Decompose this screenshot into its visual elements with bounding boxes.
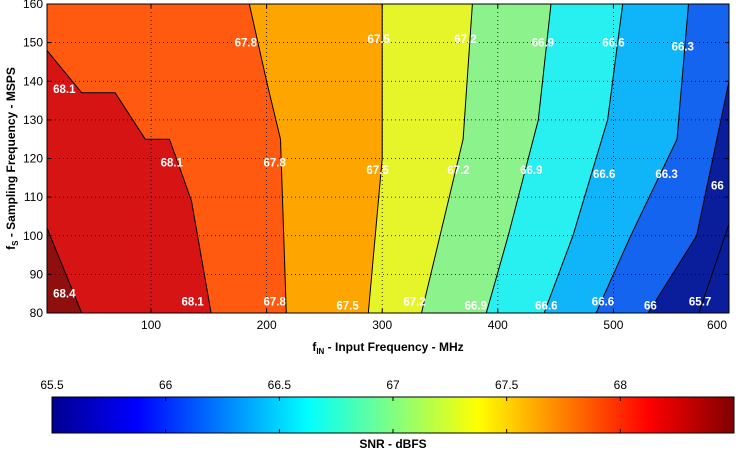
contour-label: 68.4 <box>53 289 76 301</box>
contour-label: 66.9 <box>532 38 554 50</box>
colorbar-tick-label: 67 <box>386 378 400 392</box>
contour-label: 66.6 <box>593 169 615 181</box>
contour-line-68.1 <box>46 50 212 314</box>
contour-line-67.2 <box>421 3 473 314</box>
contour-label: 67.8 <box>264 157 287 169</box>
contour-label: 66.3 <box>655 169 677 181</box>
y-tick-label: 150 <box>23 36 43 50</box>
x-axis-ticks: 100 200 300 400 500 600 <box>141 4 730 332</box>
colorbar-tick-label: 66.5 <box>268 378 292 392</box>
contour-line-66.6 <box>543 3 624 314</box>
colorbar-tick-label: 65.5 <box>40 378 64 392</box>
contour-label: 66.3 <box>672 41 694 53</box>
contour-label: 67.2 <box>447 165 469 177</box>
grid <box>47 4 729 313</box>
y-tick-label: 80 <box>30 306 44 320</box>
contour-labels: 68.1 67.8 67.5 67.2 66.9 66.6 66.3 68.1 67.8 67.5… <box>53 34 724 313</box>
contour-line-67.8 <box>248 3 287 314</box>
colorbar-ticks: 65.5 66 66.5 67 67.5 68 <box>40 378 627 433</box>
contour-lines <box>46 3 730 314</box>
contour-label: 68.1 <box>53 84 76 96</box>
contour-label: 67.2 <box>454 34 476 46</box>
contour-label: 66.6 <box>535 300 557 312</box>
contour-label: 68.1 <box>181 296 204 308</box>
x-tick-label: 600 <box>707 318 727 332</box>
contour-label: 67.8 <box>264 296 287 308</box>
y-tick-label: 160 <box>23 0 43 11</box>
colorbar-label: SNR - dBFS <box>359 437 426 451</box>
contour-region-65.7 <box>648 4 729 313</box>
contour-label: 65.7 <box>689 296 711 308</box>
x-tick-label: 100 <box>141 318 161 332</box>
y-tick-label: 100 <box>23 229 43 243</box>
colorbar-tick-label: 67.5 <box>495 378 519 392</box>
x-tick-label: 400 <box>488 318 508 332</box>
x-tick-label: 500 <box>603 318 623 332</box>
y-tick-label: 90 <box>30 267 44 281</box>
contour-line-66.9 <box>485 3 552 314</box>
contour-label: 66 <box>644 300 657 312</box>
colorbar-tick-label: 68 <box>614 378 628 392</box>
x-tick-label: 200 <box>257 318 277 332</box>
contour-line-65.7 <box>698 224 730 314</box>
contour-label: 66.9 <box>520 165 542 177</box>
colorbar-tick-label: 66 <box>159 378 173 392</box>
contour-label: 66.9 <box>465 300 487 312</box>
y-tick-label: 120 <box>23 152 43 166</box>
y-axis-ticks: 80 90 100 110 120 130 140 150 160 <box>23 0 729 320</box>
contour-label: 66.6 <box>602 38 624 50</box>
contour-label: 67.5 <box>366 165 389 177</box>
contour-label: 67.5 <box>368 34 391 46</box>
contour-line-66.3 <box>595 3 689 314</box>
y-tick-label: 110 <box>24 190 43 204</box>
contour-label: 66.6 <box>592 296 614 308</box>
contour-label: 67.5 <box>336 300 359 312</box>
contour-line-66 <box>647 81 730 314</box>
y-axis-label: fS - Sampling Frequency - MSPS <box>4 67 20 250</box>
contour-label: 67.2 <box>403 296 425 308</box>
contour-line-68.4 <box>46 227 83 314</box>
y-tick-label: 130 <box>23 113 43 127</box>
colorbar: 65.5 66 66.5 67 67.5 68 SNR - dBFS <box>40 378 735 451</box>
colorbar-gradient <box>51 396 735 434</box>
contour-line-67.5 <box>367 4 383 314</box>
x-axis-label: fIN - Input Frequency - MHz <box>312 340 463 356</box>
contour-label: 67.8 <box>235 38 258 50</box>
contour-label: 68.1 <box>161 157 184 169</box>
contour-label: 66 <box>711 181 724 193</box>
y-tick-label: 140 <box>23 74 43 88</box>
x-tick-label: 300 <box>372 318 392 332</box>
